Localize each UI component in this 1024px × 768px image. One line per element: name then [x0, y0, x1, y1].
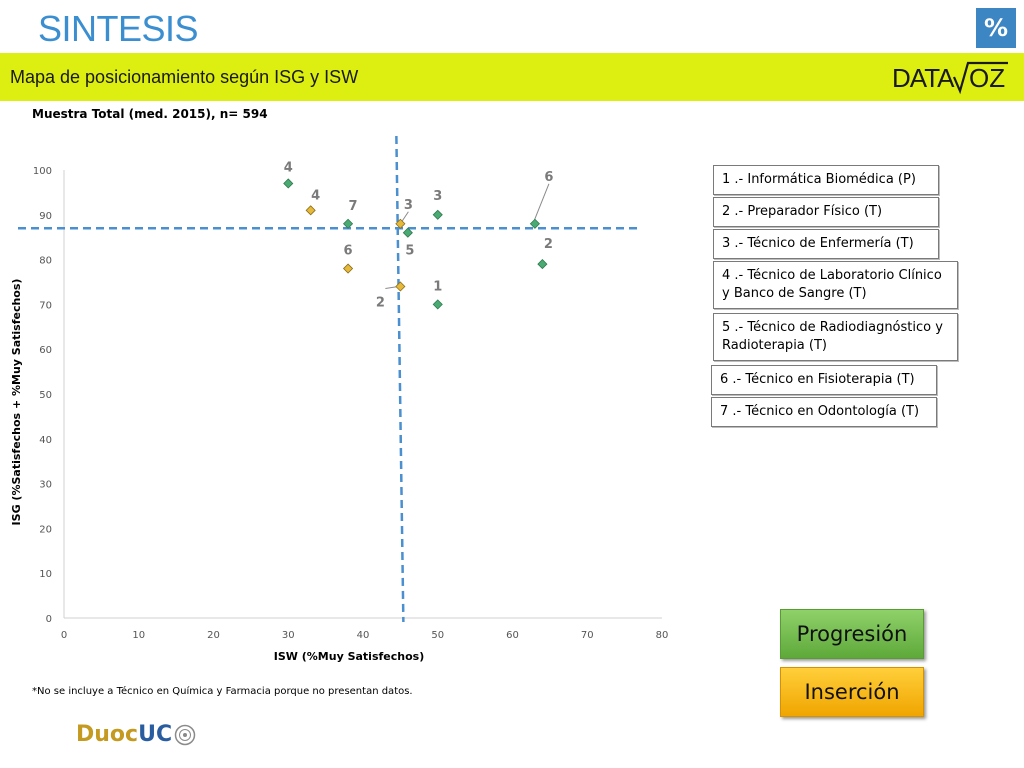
legend-item-3: 3 .- Técnico de Enfermería (T) [713, 229, 939, 259]
y-tick-label: 100 [33, 166, 52, 177]
y-tick-label: 50 [39, 390, 52, 401]
y-tick-label: 20 [39, 524, 52, 535]
data-point [402, 227, 413, 238]
legend-item-5-line1: 5 .- Técnico de Radiodiagnóstico y [722, 320, 943, 335]
reference-line-vertical [395, 135, 405, 623]
point-label: 7 [349, 199, 358, 214]
data-points [283, 178, 548, 310]
datavoz-logo: DATA OZ [892, 61, 1008, 95]
point-label: 2 [544, 237, 553, 252]
x-tick-label: 20 [207, 630, 220, 641]
chart-axes: 0 10 20 30 40 50 60 70 80 90 100 0 10 20 30 40 50 60 70 80 [33, 166, 668, 641]
data-point [342, 263, 354, 274]
y-tick-label: 80 [39, 256, 52, 267]
point-label: 3 [404, 198, 413, 213]
data-point [529, 218, 540, 229]
percent-button[interactable]: % [976, 8, 1016, 48]
x-tick-label: 70 [581, 630, 594, 641]
legend-item-7: 7 .- Técnico en Odontología (T) [711, 397, 937, 427]
legend-item-4-line2: y Banco de Sangre (T) [722, 286, 867, 301]
page-title: SINTESIS [38, 8, 199, 49]
data-point [395, 218, 406, 229]
data-point [283, 178, 294, 189]
y-tick-label: 30 [39, 480, 52, 491]
legend-item-4-line1: 4 .- Técnico de Laboratorio Clínico [722, 268, 942, 283]
legend-item-5: 5 .- Técnico de Radiodiagnóstico y Radio… [713, 313, 958, 361]
x-tick-label: 80 [656, 630, 669, 641]
y-tick-label: 40 [39, 435, 52, 446]
point-label: 6 [544, 170, 553, 185]
legend-item-2: 2 .- Preparador Físico (T) [713, 197, 939, 227]
x-axis-title: ISW (%Muy Satisfechos) [274, 650, 424, 663]
svg-text:OZ: OZ [969, 63, 1005, 93]
point-label: 2 [376, 295, 385, 310]
header-bar: Mapa de posicionamiento según ISG y ISW … [0, 53, 1024, 101]
point-label: 4 [311, 188, 320, 203]
data-point [395, 281, 406, 292]
y-tick-label: 10 [39, 569, 52, 580]
y-tick-label: 0 [46, 614, 52, 625]
legend-item-4: 4 .- Técnico de Laboratorio Clínico y Ba… [713, 261, 958, 309]
insercion-button[interactable]: Inserción [780, 667, 924, 717]
legend-item-6: 6 .- Técnico en Fisioterapia (T) [711, 365, 937, 395]
svg-text:DATA: DATA [892, 63, 955, 93]
data-point [432, 299, 443, 310]
x-tick-label: 50 [431, 630, 444, 641]
page-subtitle: Mapa de posicionamiento según ISG y ISW [10, 67, 359, 87]
y-tick-label: 60 [39, 345, 52, 356]
point-label: 5 [405, 244, 414, 259]
legend-item-5-line2: Radioterapia (T) [722, 338, 827, 353]
data-point [432, 209, 443, 220]
logo-uc-text: UC [138, 722, 173, 747]
sample-note: Muestra Total (med. 2015), n= 594 [32, 107, 268, 121]
point-labels: 4 7 3 5 1 6 2 4 3 6 2 [284, 160, 554, 310]
legend-item-1: 1 .- Informática Biomédica (P) [713, 165, 939, 195]
x-tick-label: 60 [506, 630, 519, 641]
data-point [537, 259, 548, 270]
reference-lines [18, 135, 642, 623]
y-tick-label: 70 [39, 300, 52, 311]
leader-line [532, 183, 550, 224]
logo-duoc-text: Duoc [76, 722, 139, 747]
progresion-button[interactable]: Progresión [780, 609, 924, 659]
duoc-uc-logo: Duoc UC [76, 722, 196, 747]
footnote: *No se incluye a Técnico en Química y Fa… [32, 686, 413, 697]
point-label: 1 [433, 279, 442, 294]
seal-icon [174, 724, 196, 745]
data-point [342, 218, 354, 229]
point-label: 4 [284, 160, 293, 175]
data-point [305, 205, 316, 216]
x-tick-label: 0 [61, 630, 67, 641]
y-axis-title: ISG (%Satisfechos + %Muy Satisfechos) [10, 279, 23, 526]
x-tick-label: 30 [282, 630, 295, 641]
x-tick-label: 10 [132, 630, 145, 641]
y-tick-label: 90 [39, 211, 52, 222]
x-tick-label: 40 [357, 630, 370, 641]
point-label: 6 [344, 244, 353, 259]
point-label: 3 [433, 189, 442, 204]
